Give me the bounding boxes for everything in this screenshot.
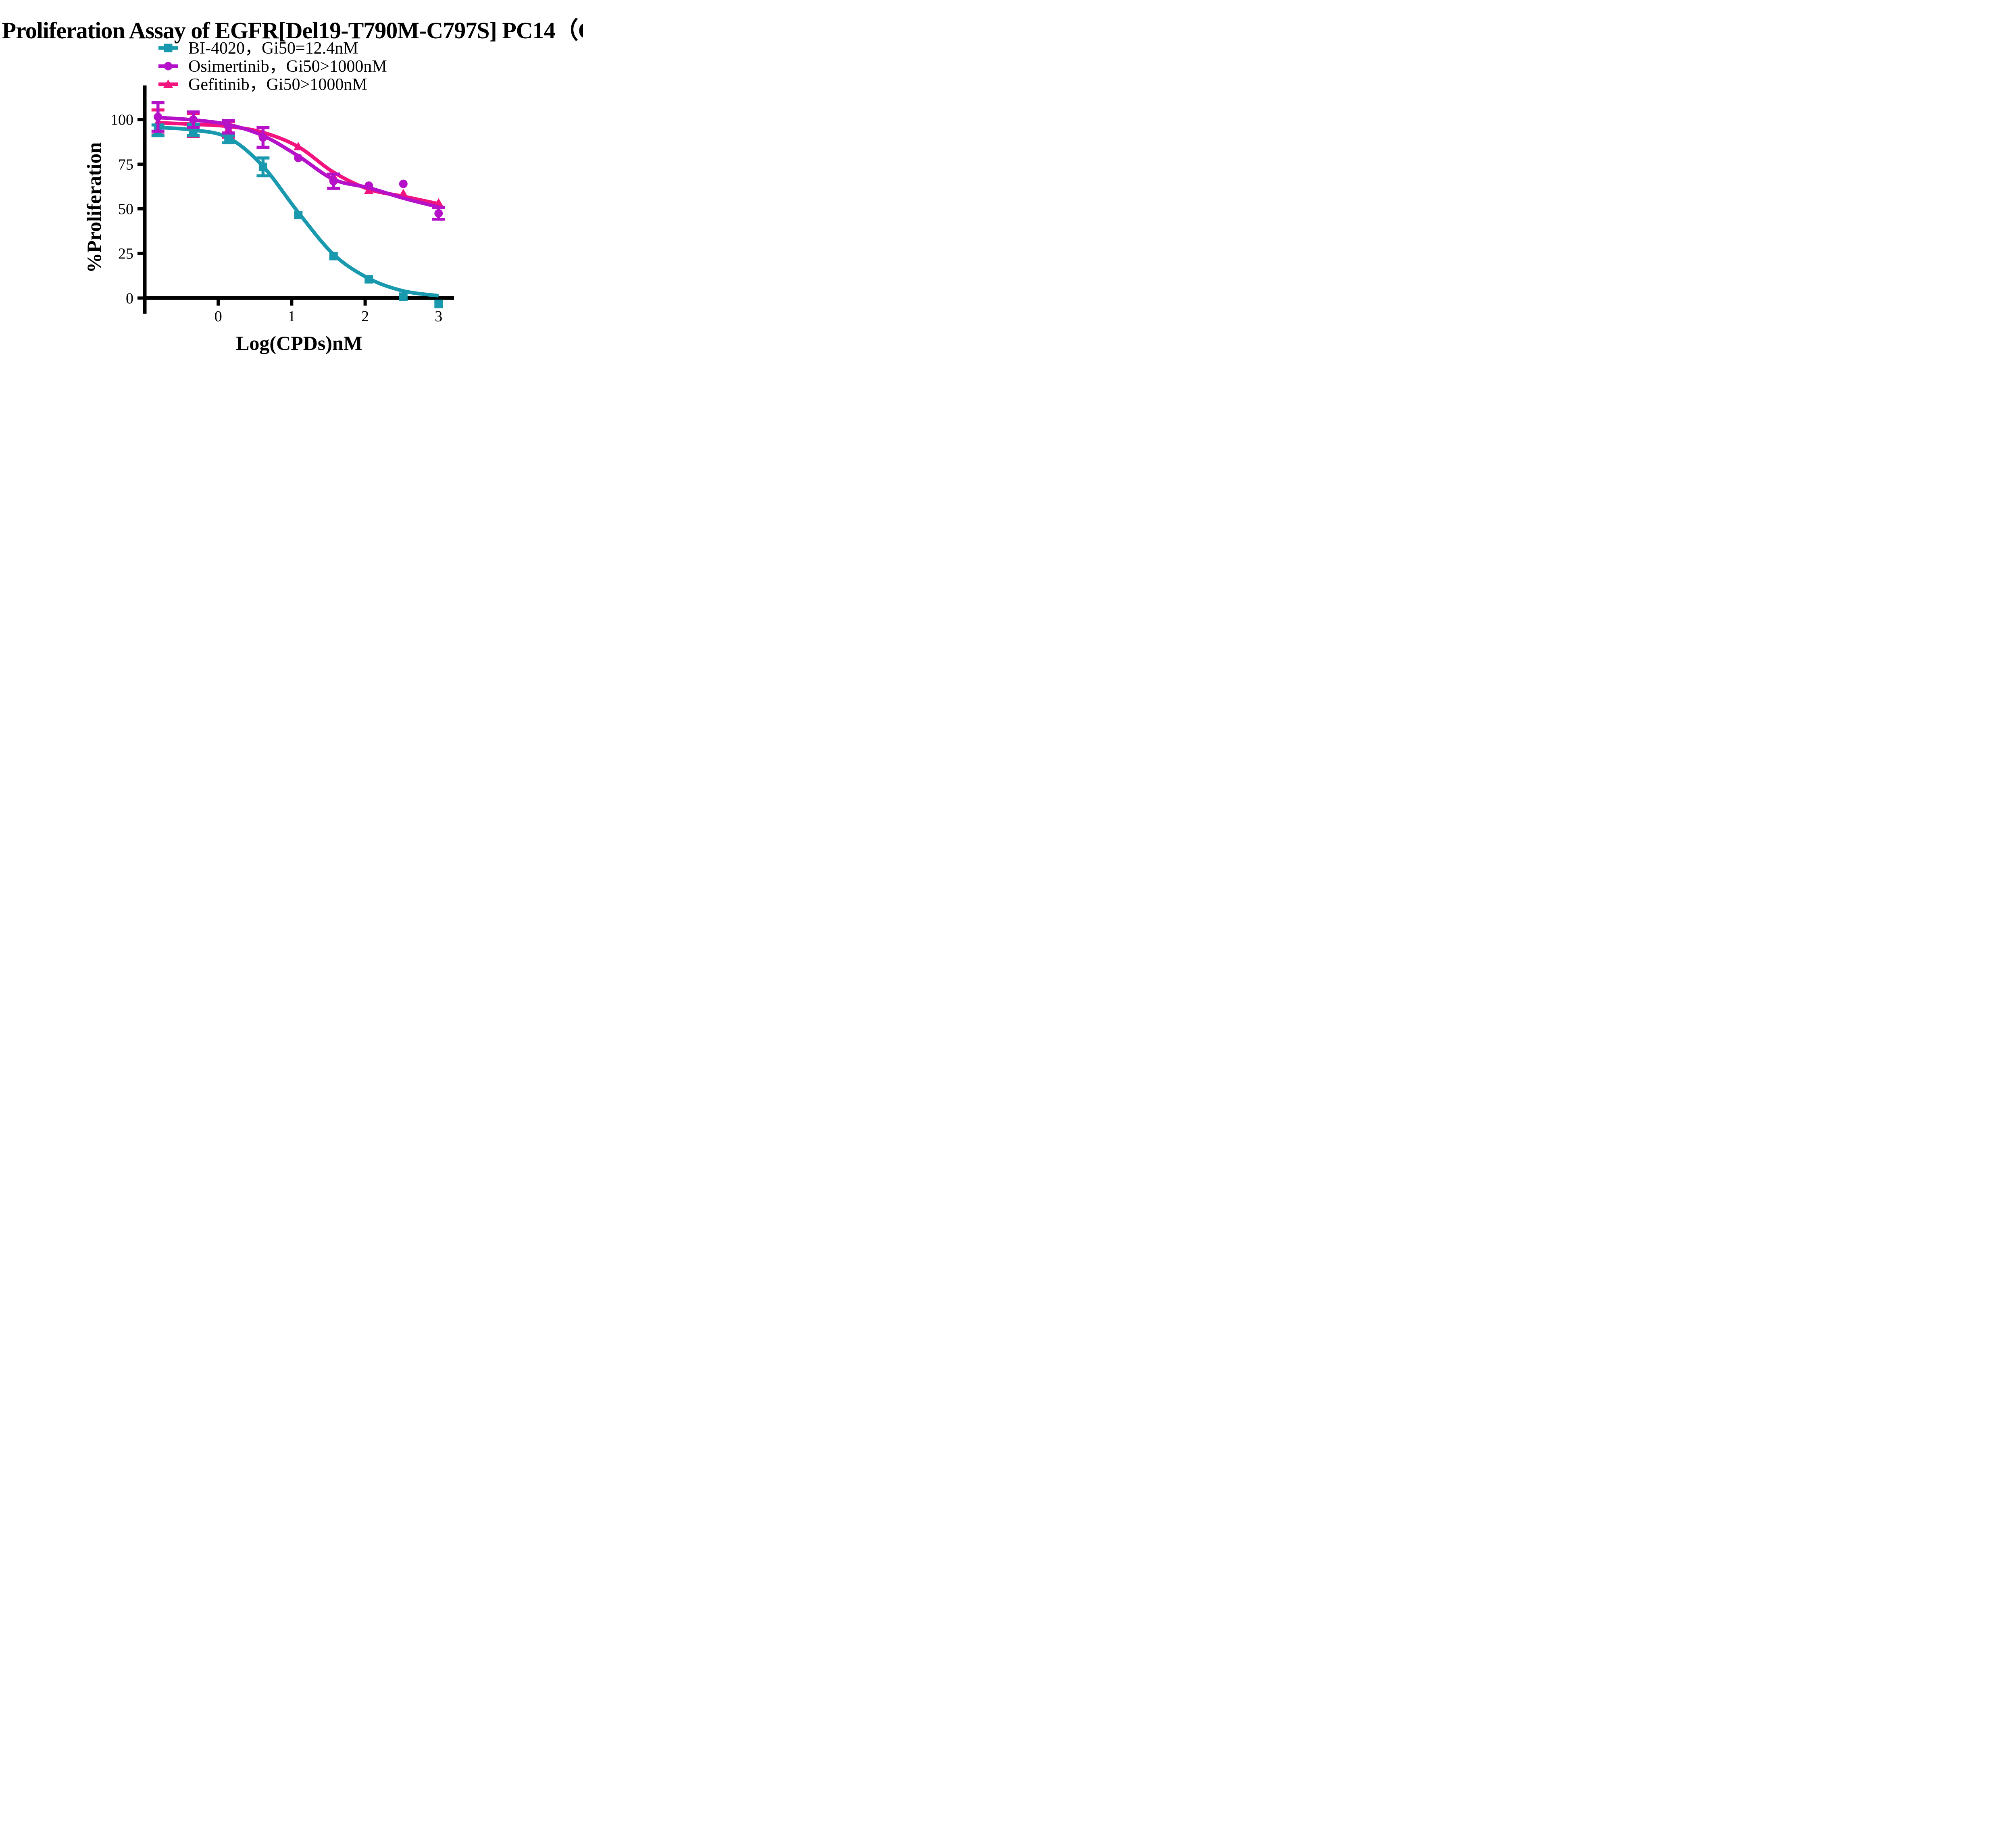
osimertinib-data-point — [399, 179, 408, 188]
legend-label-gefitinib: Gefitinib，Gi50>1000nM — [188, 75, 367, 94]
bi-4020-data-point — [329, 252, 338, 260]
legend-label-osimertinib: Osimertinib，Gi50>1000nM — [188, 57, 387, 76]
y-tick-label: 0 — [126, 290, 133, 307]
y-tick-label: 100 — [110, 112, 133, 129]
bi-4020-data-point — [364, 275, 373, 284]
osimertinib-data-point — [434, 209, 443, 218]
osimertinib-data-point — [294, 154, 303, 162]
plot-area — [151, 101, 445, 308]
gefitinib-legend-marker — [158, 79, 178, 88]
y-axis-title: %Proliferation — [83, 142, 105, 273]
x-axis-ticks: 0 1 2 3 — [215, 298, 442, 325]
osimertinib-data-point — [154, 112, 162, 121]
bi-4020-data-point — [224, 135, 233, 144]
legend-item-gefitinib: Gefitinib，Gi50>1000nM — [158, 75, 367, 94]
osimertinib-data-point — [224, 122, 233, 131]
bi-4020-data-point — [294, 211, 303, 220]
gefitinib-data-point — [293, 141, 303, 150]
osimertinib-data-point — [329, 177, 338, 185]
bi-4020-data-point — [399, 292, 408, 301]
y-tick-label: 25 — [118, 246, 133, 262]
legend-item-bi-4020: BI-4020，Gi50=12.4nM — [158, 39, 358, 58]
legend-square-icon — [164, 44, 173, 52]
proliferation-chart: CTG Proliferation Assay of EGFR[Del19-T7… — [0, 17, 583, 354]
series-osimertinib — [151, 101, 445, 221]
legend-label-bi-4020: BI-4020，Gi50=12.4nM — [188, 39, 358, 58]
gefitinib-data-point — [433, 198, 444, 207]
legend-circle-icon — [164, 62, 173, 71]
bi-4020-data-point — [434, 300, 443, 308]
gefitinib-curve — [158, 121, 439, 206]
legend: BI-4020，Gi50=12.4nM Osimertinib，Gi50>100… — [158, 39, 387, 94]
series-bi-4020 — [151, 123, 443, 308]
x-tick-label: 3 — [435, 308, 442, 325]
legend-item-osimertinib: Osimertinib，Gi50>1000nM — [158, 57, 387, 76]
bi-4020-legend-marker — [158, 44, 178, 52]
x-tick-label: 0 — [215, 308, 222, 325]
chart-title: CTG Proliferation Assay of EGFR[Del19-T7… — [0, 17, 583, 44]
osimertinib-data-point — [258, 133, 267, 142]
y-tick-label: 75 — [118, 156, 133, 173]
x-axis-title: Log(CPDs)nM — [236, 332, 362, 354]
x-tick-label: 2 — [361, 308, 369, 325]
legend-triangle-icon — [163, 79, 173, 88]
y-axis-ticks: 0 25 50 75 100 — [110, 112, 145, 307]
y-tick-label: 50 — [118, 201, 133, 218]
osimertinib-legend-marker — [158, 62, 178, 71]
gefitinib-data-point — [398, 189, 408, 198]
x-tick-label: 1 — [288, 308, 296, 325]
chart-figure: CTG Proliferation Assay of EGFR[Del19-T7… — [0, 0, 583, 365]
bi-4020-data-point — [258, 162, 267, 171]
osimertinib-data-point — [364, 181, 373, 190]
osimertinib-data-point — [189, 115, 198, 124]
